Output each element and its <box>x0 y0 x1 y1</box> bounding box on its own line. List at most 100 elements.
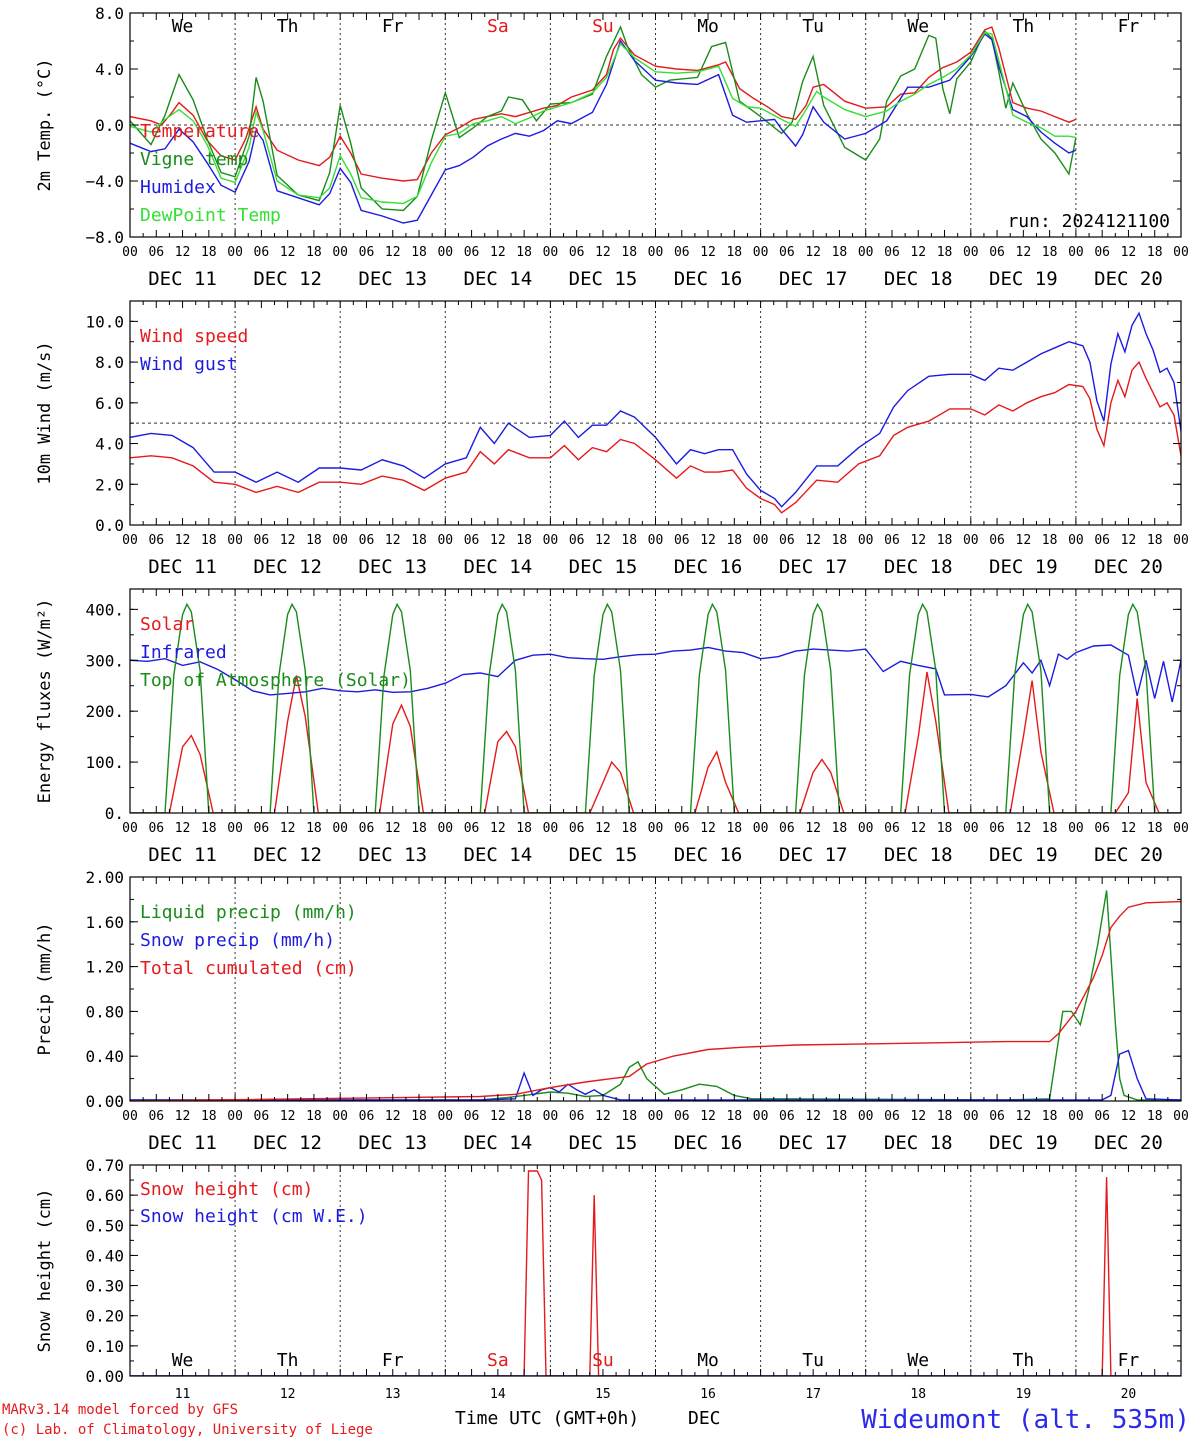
hour-tick-label: 18 <box>306 1109 322 1124</box>
hour-tick-label: 12 <box>175 1109 191 1124</box>
hour-tick-label: 12 <box>175 821 191 836</box>
hour-tick-label: 06 <box>359 1109 375 1124</box>
hour-tick-label: 06 <box>464 821 480 836</box>
day-number-label: 12 <box>280 1387 296 1402</box>
hour-tick-label: 18 <box>516 821 532 836</box>
hour-tick-label: 00 <box>543 533 559 548</box>
y-tick-label: 1.60 <box>85 913 124 932</box>
legend-entry: Humidex <box>140 177 216 198</box>
series-line-1-0 <box>130 360 1181 514</box>
hour-tick-label: 18 <box>411 821 427 836</box>
hour-tick-label: 12 <box>490 821 506 836</box>
hour-tick-label: 12 <box>1016 533 1032 548</box>
station-title: Wideumont (alt. 535m) <box>861 1405 1190 1435</box>
hour-tick-label: 00 <box>648 245 664 260</box>
day-label: DEC 14 <box>464 844 533 866</box>
weekday-label: Su <box>592 16 614 37</box>
legend-entry: Vigne temp <box>140 149 248 170</box>
hour-tick-label: 12 <box>910 533 926 548</box>
series-line-1-1 <box>130 311 1181 508</box>
hour-tick-label: 18 <box>411 1109 427 1124</box>
hour-tick-label: 12 <box>490 245 506 260</box>
y-tick-label: 0.40 <box>85 1047 124 1066</box>
hour-tick-label: 18 <box>726 821 742 836</box>
day-label: DEC 20 <box>1094 268 1163 290</box>
day-label: DEC 12 <box>253 1132 322 1154</box>
hour-tick-label: 12 <box>700 821 716 836</box>
hour-tick-label: 00 <box>1068 1109 1084 1124</box>
hour-tick-label: 00 <box>543 1109 559 1124</box>
hour-tick-label: 00 <box>648 533 664 548</box>
hour-tick-label: 18 <box>411 245 427 260</box>
hour-tick-label: 00 <box>753 1109 769 1124</box>
hour-tick-label: 12 <box>700 1109 716 1124</box>
hour-tick-label: 12 <box>280 1109 296 1124</box>
hour-tick-label: 00 <box>648 821 664 836</box>
weekday-label: Fr <box>1118 1350 1140 1371</box>
hour-tick-label: 06 <box>674 533 690 548</box>
day-label: DEC 20 <box>1094 556 1163 578</box>
hour-tick-label: 18 <box>621 533 637 548</box>
hour-tick-label: 06 <box>254 533 270 548</box>
hour-tick-label: 12 <box>175 533 191 548</box>
day-label: DEC 14 <box>464 268 533 290</box>
hour-tick-label: 00 <box>437 245 453 260</box>
hour-tick-label: 06 <box>674 1109 690 1124</box>
hour-tick-label: 12 <box>700 533 716 548</box>
y-tick-label: 200. <box>85 702 124 721</box>
weekday-label: Th <box>277 16 299 37</box>
day-label: DEC 18 <box>884 844 953 866</box>
hour-tick-label: 00 <box>122 245 138 260</box>
day-label: DEC 13 <box>358 556 427 578</box>
day-label: DEC 13 <box>358 844 427 866</box>
y-axis-label: Precip (mm/h) <box>35 922 55 1055</box>
hour-tick-label: 18 <box>201 533 217 548</box>
hour-tick-label: 12 <box>595 245 611 260</box>
day-label: DEC 18 <box>884 556 953 578</box>
hour-tick-label: 06 <box>1094 245 1110 260</box>
y-tick-label: 4.0 <box>95 60 124 79</box>
hour-tick-label: 18 <box>937 821 953 836</box>
hour-tick-label: 06 <box>989 245 1005 260</box>
y-tick-label: 100. <box>85 753 124 772</box>
day-label: DEC 20 <box>1094 844 1163 866</box>
day-label: DEC 17 <box>779 844 848 866</box>
day-number-label: 13 <box>385 1387 401 1402</box>
weekday-label: Th <box>1013 1350 1035 1371</box>
hour-tick-label: 00 <box>332 245 348 260</box>
hour-tick-label-end: 00 <box>1173 245 1189 260</box>
hour-tick-label: 00 <box>122 821 138 836</box>
hour-tick-label: 12 <box>385 1109 401 1124</box>
hour-tick-label: 18 <box>516 533 532 548</box>
hour-tick-label: 06 <box>779 245 795 260</box>
hour-tick-label: 00 <box>227 821 243 836</box>
weekday-label: Su <box>592 1350 614 1371</box>
footer-model-text: MARv3.14 model forced by GFS <box>2 1402 238 1418</box>
hour-tick-label: 12 <box>1016 245 1032 260</box>
weekday-label: We <box>172 1350 194 1371</box>
legend-entry: Temperature <box>140 121 259 142</box>
hour-tick-label: 12 <box>805 1109 821 1124</box>
hour-tick-label: 18 <box>621 821 637 836</box>
hour-tick-label-end: 00 <box>1173 821 1189 836</box>
x-axis-month-label: DEC <box>688 1408 721 1429</box>
hour-tick-label: 06 <box>989 533 1005 548</box>
day-label: DEC 19 <box>989 268 1058 290</box>
hour-tick-label: 18 <box>621 1109 637 1124</box>
day-label: DEC 15 <box>569 556 638 578</box>
hour-tick-label: 00 <box>858 245 874 260</box>
weekday-label: Mo <box>697 16 719 37</box>
hour-tick-label: 06 <box>1094 1109 1110 1124</box>
y-tick-label: 0.40 <box>85 1246 124 1265</box>
weekday-label: We <box>907 16 929 37</box>
weekday-label: Tu <box>802 16 824 37</box>
hour-tick-label: 06 <box>569 1109 585 1124</box>
hour-tick-label: 06 <box>359 533 375 548</box>
hour-tick-label: 06 <box>254 1109 270 1124</box>
hour-tick-label: 12 <box>385 821 401 836</box>
y-tick-label: 1.20 <box>85 958 124 977</box>
hour-tick-label: 18 <box>1147 821 1163 836</box>
day-label: DEC 12 <box>253 844 322 866</box>
weekday-label: Th <box>1013 16 1035 37</box>
hour-tick-label: 12 <box>490 1109 506 1124</box>
